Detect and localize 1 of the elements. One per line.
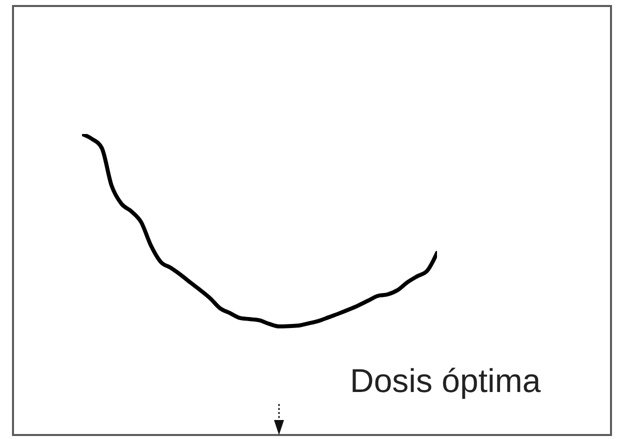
annotation: Dosis óptima	[350, 362, 541, 399]
